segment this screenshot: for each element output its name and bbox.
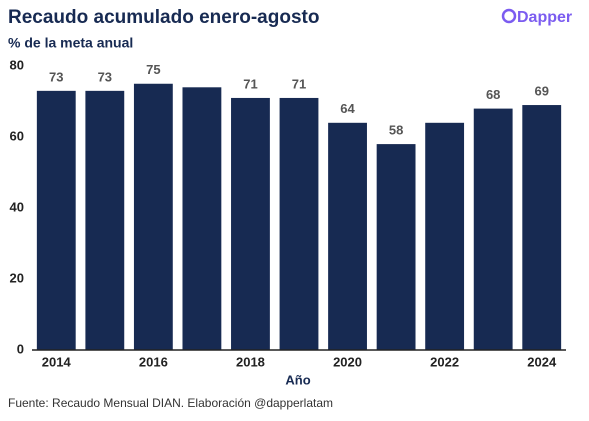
x-tick-label: 2024 bbox=[527, 354, 557, 369]
value-label: 71 bbox=[292, 76, 306, 91]
x-axis-label: Año bbox=[285, 372, 310, 387]
value-label: 73 bbox=[98, 69, 112, 84]
x-tick-label: 2014 bbox=[42, 354, 72, 369]
chart-subtitle: % de la meta anual bbox=[8, 35, 133, 51]
x-tick-label: 2018 bbox=[236, 354, 265, 369]
bar bbox=[133, 83, 173, 350]
bar bbox=[231, 97, 270, 350]
y-tick-label: 80 bbox=[10, 57, 24, 72]
bar bbox=[36, 90, 76, 350]
chart-title: Recaudo acumulado enero-agosto bbox=[8, 7, 319, 28]
y-tick-label: 20 bbox=[10, 270, 24, 285]
brand: Dapper bbox=[517, 9, 572, 26]
value-label: 75 bbox=[146, 62, 160, 77]
bar bbox=[522, 105, 562, 350]
value-label: 73 bbox=[49, 69, 63, 84]
value-label: 71 bbox=[243, 76, 257, 91]
bar bbox=[425, 122, 465, 350]
y-tick-label: 0 bbox=[17, 341, 24, 356]
value-label: 69 bbox=[534, 83, 548, 98]
x-tick-label: 2016 bbox=[139, 354, 168, 369]
bar bbox=[182, 87, 222, 351]
logo-icon bbox=[501, 8, 517, 24]
source: Fuente: Recaudo Mensual DIAN. Elaboració… bbox=[8, 396, 333, 410]
x-tick-label: 2020 bbox=[333, 354, 362, 369]
value-label: 68 bbox=[486, 87, 500, 102]
y-tick-label: 60 bbox=[10, 128, 24, 143]
y-tick-label: 40 bbox=[10, 199, 24, 214]
bar bbox=[376, 144, 416, 350]
x-tick-label: 2022 bbox=[430, 354, 459, 369]
bar bbox=[328, 122, 367, 350]
bar bbox=[473, 108, 513, 350]
bar bbox=[85, 90, 125, 350]
bar bbox=[279, 97, 319, 350]
value-label: 58 bbox=[389, 123, 403, 138]
value-label: 64 bbox=[340, 101, 355, 116]
